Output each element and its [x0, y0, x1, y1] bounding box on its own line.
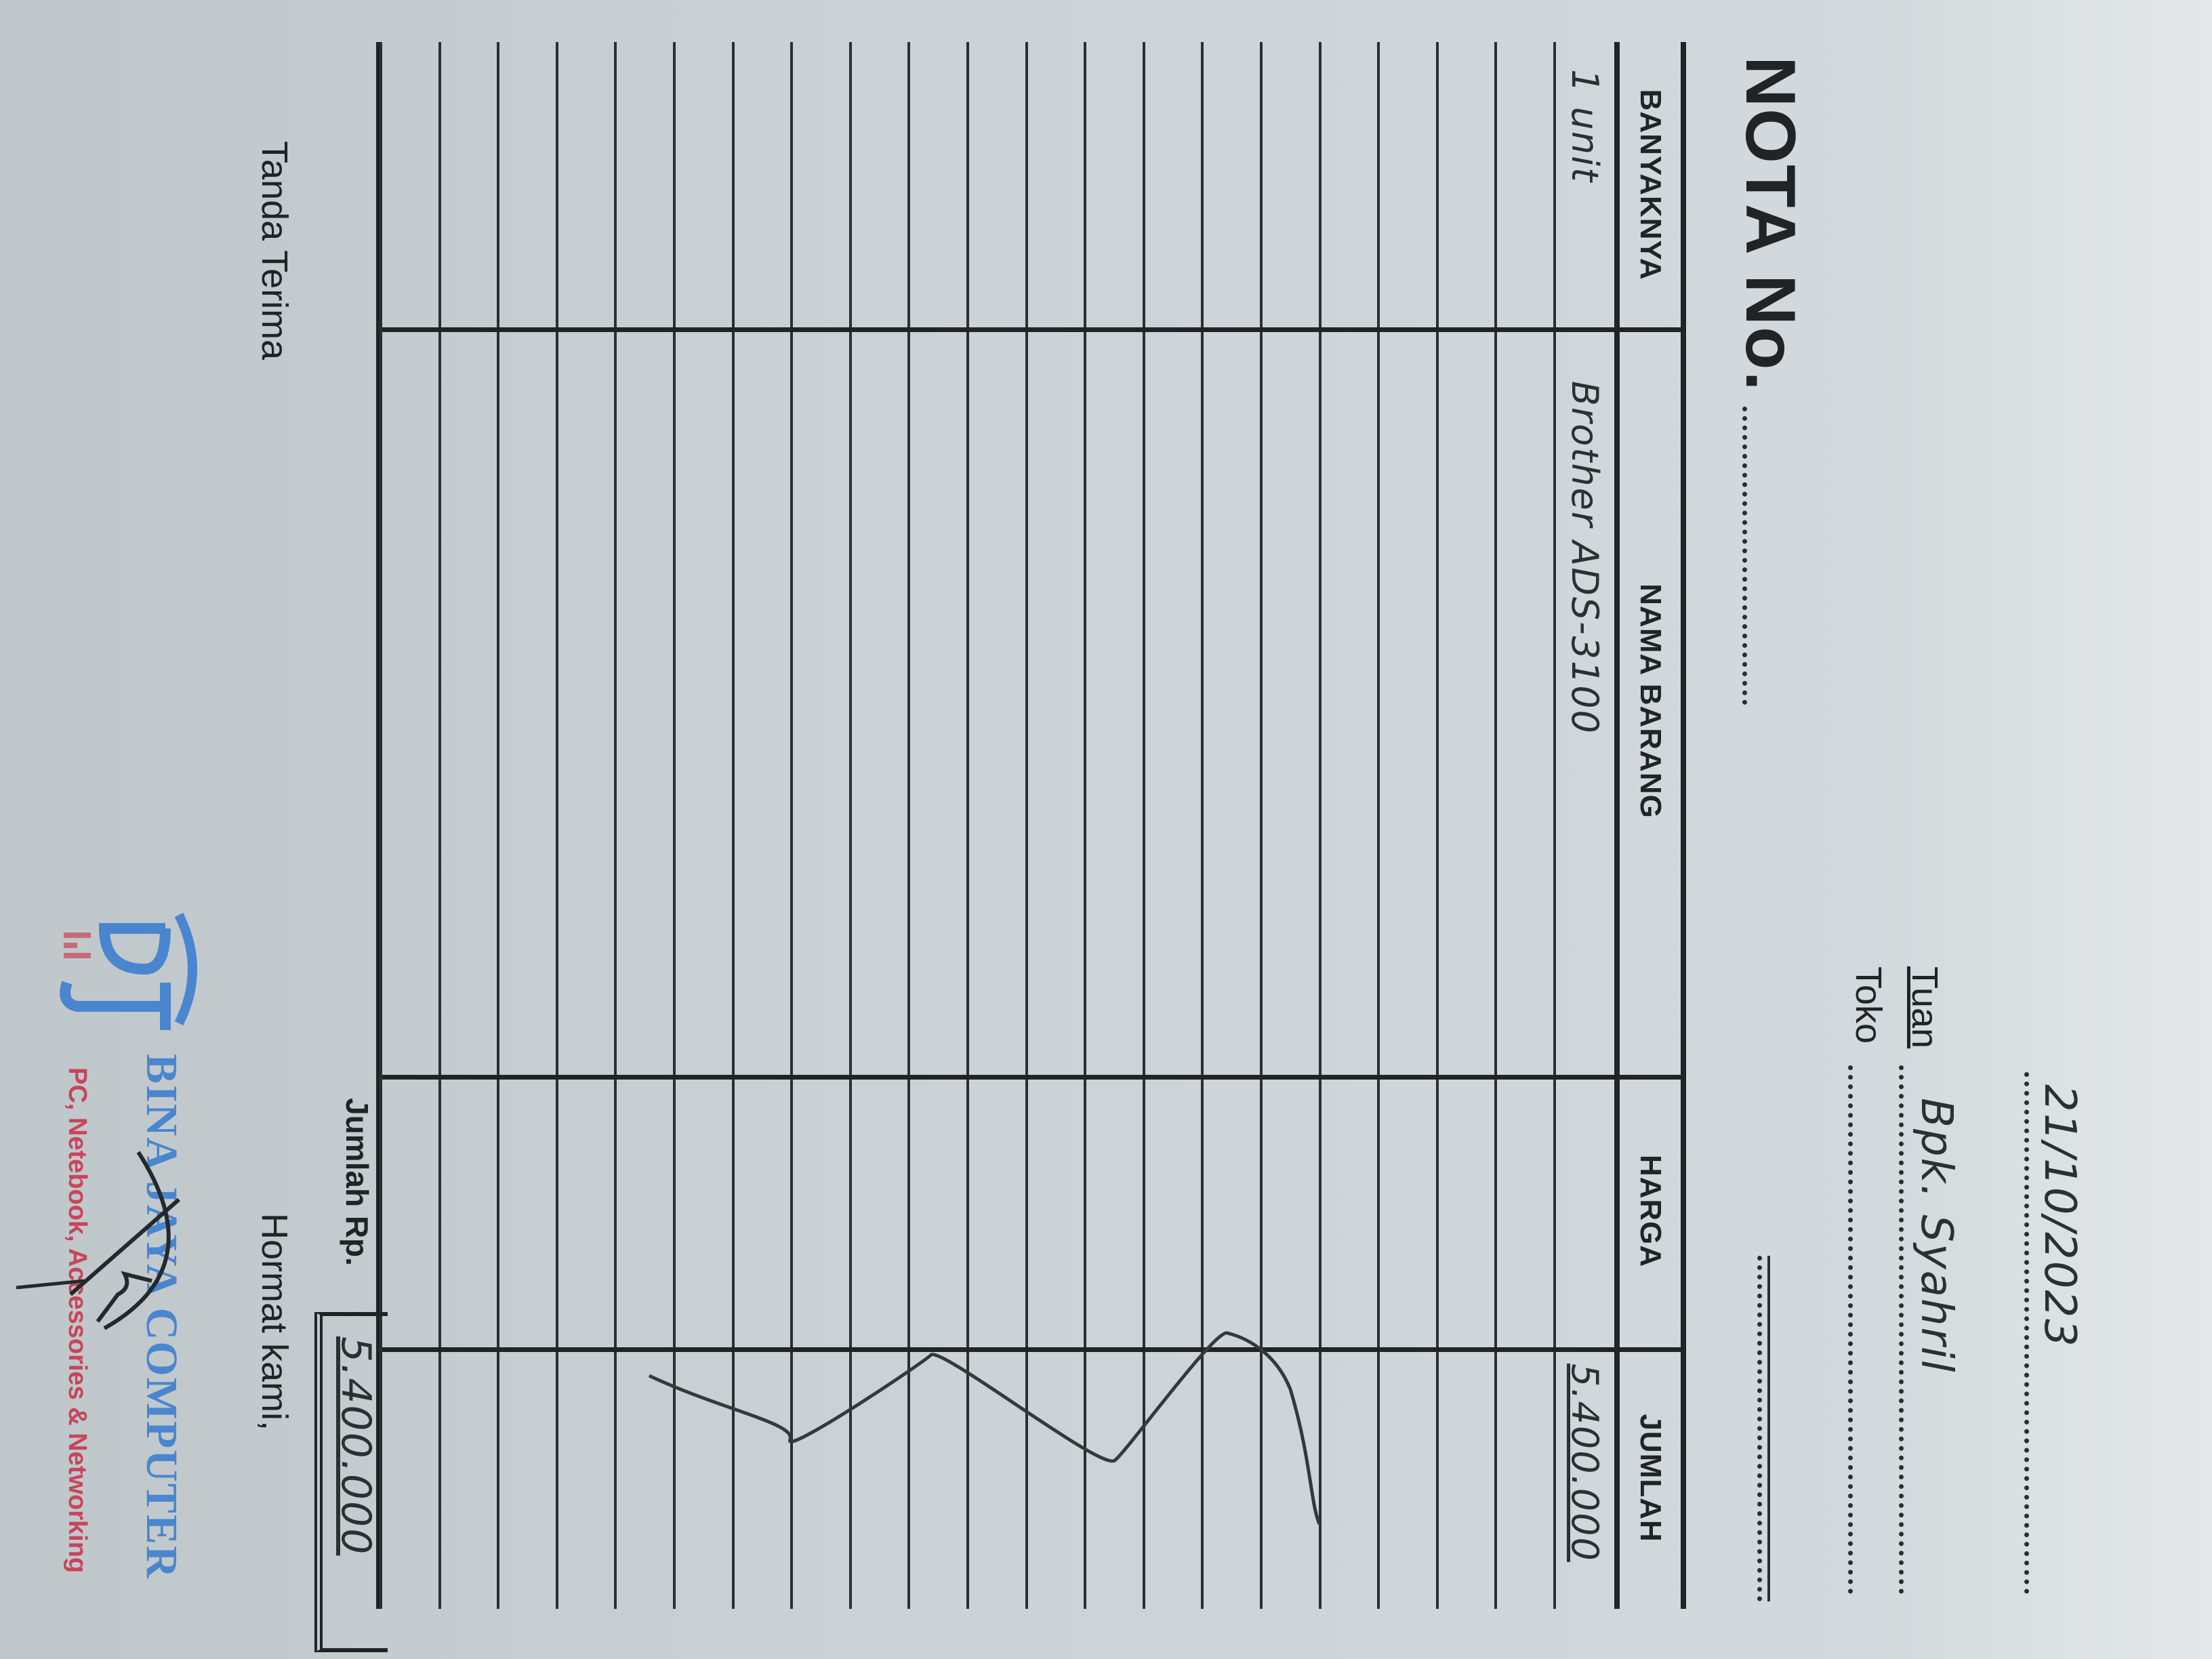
cross-out-scribble [648, 1331, 1322, 1525]
signature [69, 1151, 180, 1330]
dj-logo-icon [60, 912, 197, 1030]
stamp-logo [50, 895, 206, 1044]
signature-stroke [16, 1279, 85, 1290]
